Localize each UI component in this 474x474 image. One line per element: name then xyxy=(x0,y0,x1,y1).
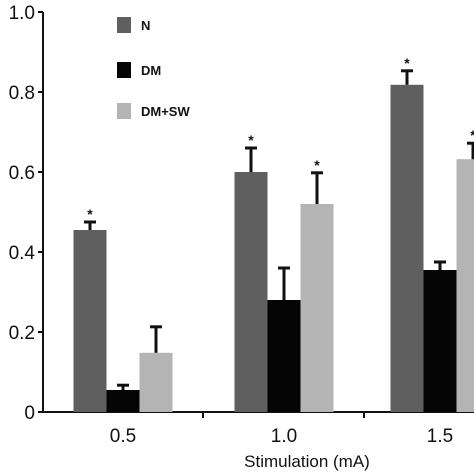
bar-dm-1.0 xyxy=(267,300,301,412)
bar-n-1.0 xyxy=(234,172,268,412)
bars: * * * * * xyxy=(73,55,474,413)
legend-label: N xyxy=(141,18,150,33)
legend-label: DM+SW xyxy=(141,104,190,119)
y-tick-label: 0.8 xyxy=(9,83,35,104)
legend-label: DM xyxy=(141,63,161,78)
significance-star: * xyxy=(248,132,254,148)
bar-dm-sw-1.5 xyxy=(456,159,474,412)
legend-swatch xyxy=(117,103,131,119)
significance-star: * xyxy=(470,127,474,143)
y-tick-label: 0 xyxy=(24,403,35,424)
x-axis-ticks: 0.5 1.0 1.5 xyxy=(110,412,453,447)
legend: N DM DM+SW xyxy=(117,17,190,119)
bar-dm-sw-0.5 xyxy=(139,352,173,412)
significance-star: * xyxy=(87,206,93,222)
significance-star: * xyxy=(404,55,410,71)
y-tick-label: 0.4 xyxy=(9,243,36,264)
significance-star: * xyxy=(314,157,320,173)
y-tick-label: 0.2 xyxy=(9,323,35,344)
y-tick-label: 1.0 xyxy=(9,3,35,24)
x-tick-label: 0.5 xyxy=(110,426,136,447)
y-tick-label: 0.6 xyxy=(9,163,35,184)
legend-swatch xyxy=(117,62,131,78)
bar-dm-0.5 xyxy=(106,390,140,412)
x-tick-label: 1.0 xyxy=(271,426,297,447)
legend-swatch xyxy=(117,17,131,33)
y-axis-ticks: 0 0.2 0.4 0.6 0.8 1.0 xyxy=(9,3,43,424)
x-tick-label: 1.5 xyxy=(427,426,453,447)
bar-dm-sw-1.0 xyxy=(300,204,334,412)
bar-dm-1.5 xyxy=(423,270,457,412)
bar-n-1.5 xyxy=(390,84,424,413)
x-axis-label: Stimulation (mA) xyxy=(244,452,370,471)
bar-n-0.5 xyxy=(73,230,107,412)
